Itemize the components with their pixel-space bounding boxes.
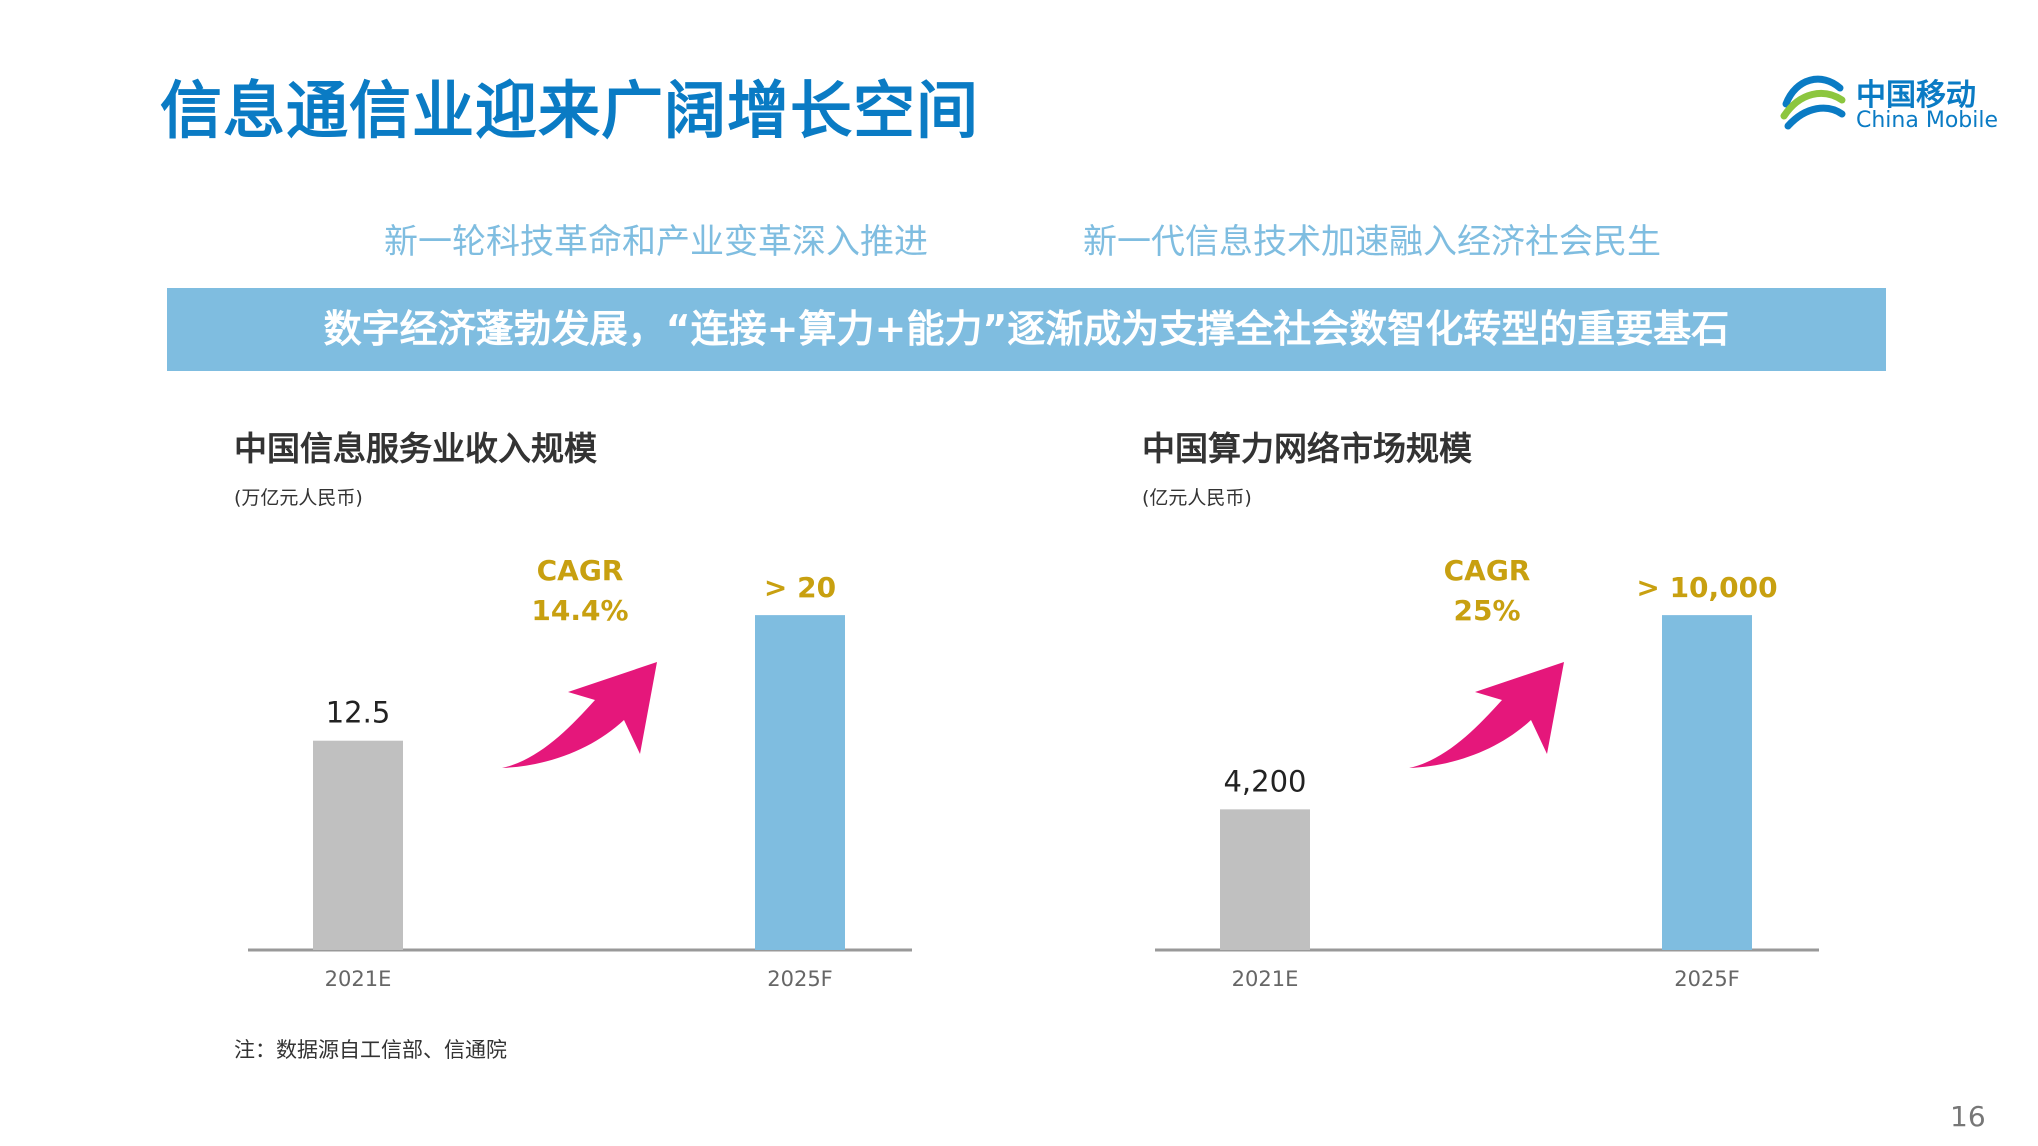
x-tick-label-2021E: 2021E — [1232, 967, 1299, 991]
china-mobile-logo-icon — [1780, 75, 1846, 130]
bar-2021E — [313, 740, 403, 950]
logo-text-en: China Mobile — [1856, 108, 1999, 133]
chart-unit-info-service: (万亿元人民币) — [234, 487, 363, 509]
bar-chart-info-service: 12.5 2021E > 20 2025F CAGR 14.4% — [248, 554, 912, 991]
banner: 数字经济蓬勃发展，“连接+算力+能力”逐渐成为支撑全社会数智化转型的重要基石 — [167, 288, 1886, 371]
data-label-2021E: 4,200 — [1223, 764, 1306, 798]
chart-title-computing-network: 中国算力网络市场规模 — [1142, 429, 1472, 468]
cagr-label: CAGR — [537, 554, 624, 587]
growth-arrow-icon — [1409, 662, 1564, 768]
page-title: 信息通信业迎来广阔增长空间 — [160, 74, 980, 147]
cagr-value: 14.4% — [531, 594, 628, 627]
subtitle-left: 新一轮科技革命和产业变革深入推进 — [384, 222, 928, 262]
chart-unit-computing-network: (亿元人民币) — [1142, 487, 1252, 509]
cagr-value: 25% — [1453, 594, 1520, 627]
logo-text-cn: 中国移动 — [1856, 78, 1976, 113]
x-tick-label-2025F: 2025F — [767, 967, 833, 991]
bar-chart-computing-network: 4,200 2021E > 10,000 2025F CAGR 25% — [1155, 554, 1819, 991]
subtitle-right: 新一代信息技术加速融入经济社会民生 — [1083, 222, 1661, 262]
source-note: 注：数据源自工信部、信通院 — [234, 1038, 507, 1062]
bar-2021E — [1220, 809, 1310, 950]
x-tick-label-2025F: 2025F — [1674, 967, 1740, 991]
growth-arrow-icon — [502, 662, 657, 768]
bar-2025F — [1662, 615, 1752, 950]
page-number: 16 — [1950, 1100, 1986, 1133]
bar-2025F — [755, 615, 845, 950]
china-mobile-logo: 中国移动 China Mobile — [1778, 66, 1998, 146]
x-tick-label-2021E: 2021E — [325, 967, 392, 991]
cagr-label: CAGR — [1444, 554, 1531, 587]
data-label-2025F: > 20 — [764, 571, 836, 604]
data-label-2025F: > 10,000 — [1636, 571, 1777, 604]
chart-title-info-service: 中国信息服务业收入规模 — [234, 429, 597, 468]
data-label-2021E: 12.5 — [326, 696, 391, 730]
